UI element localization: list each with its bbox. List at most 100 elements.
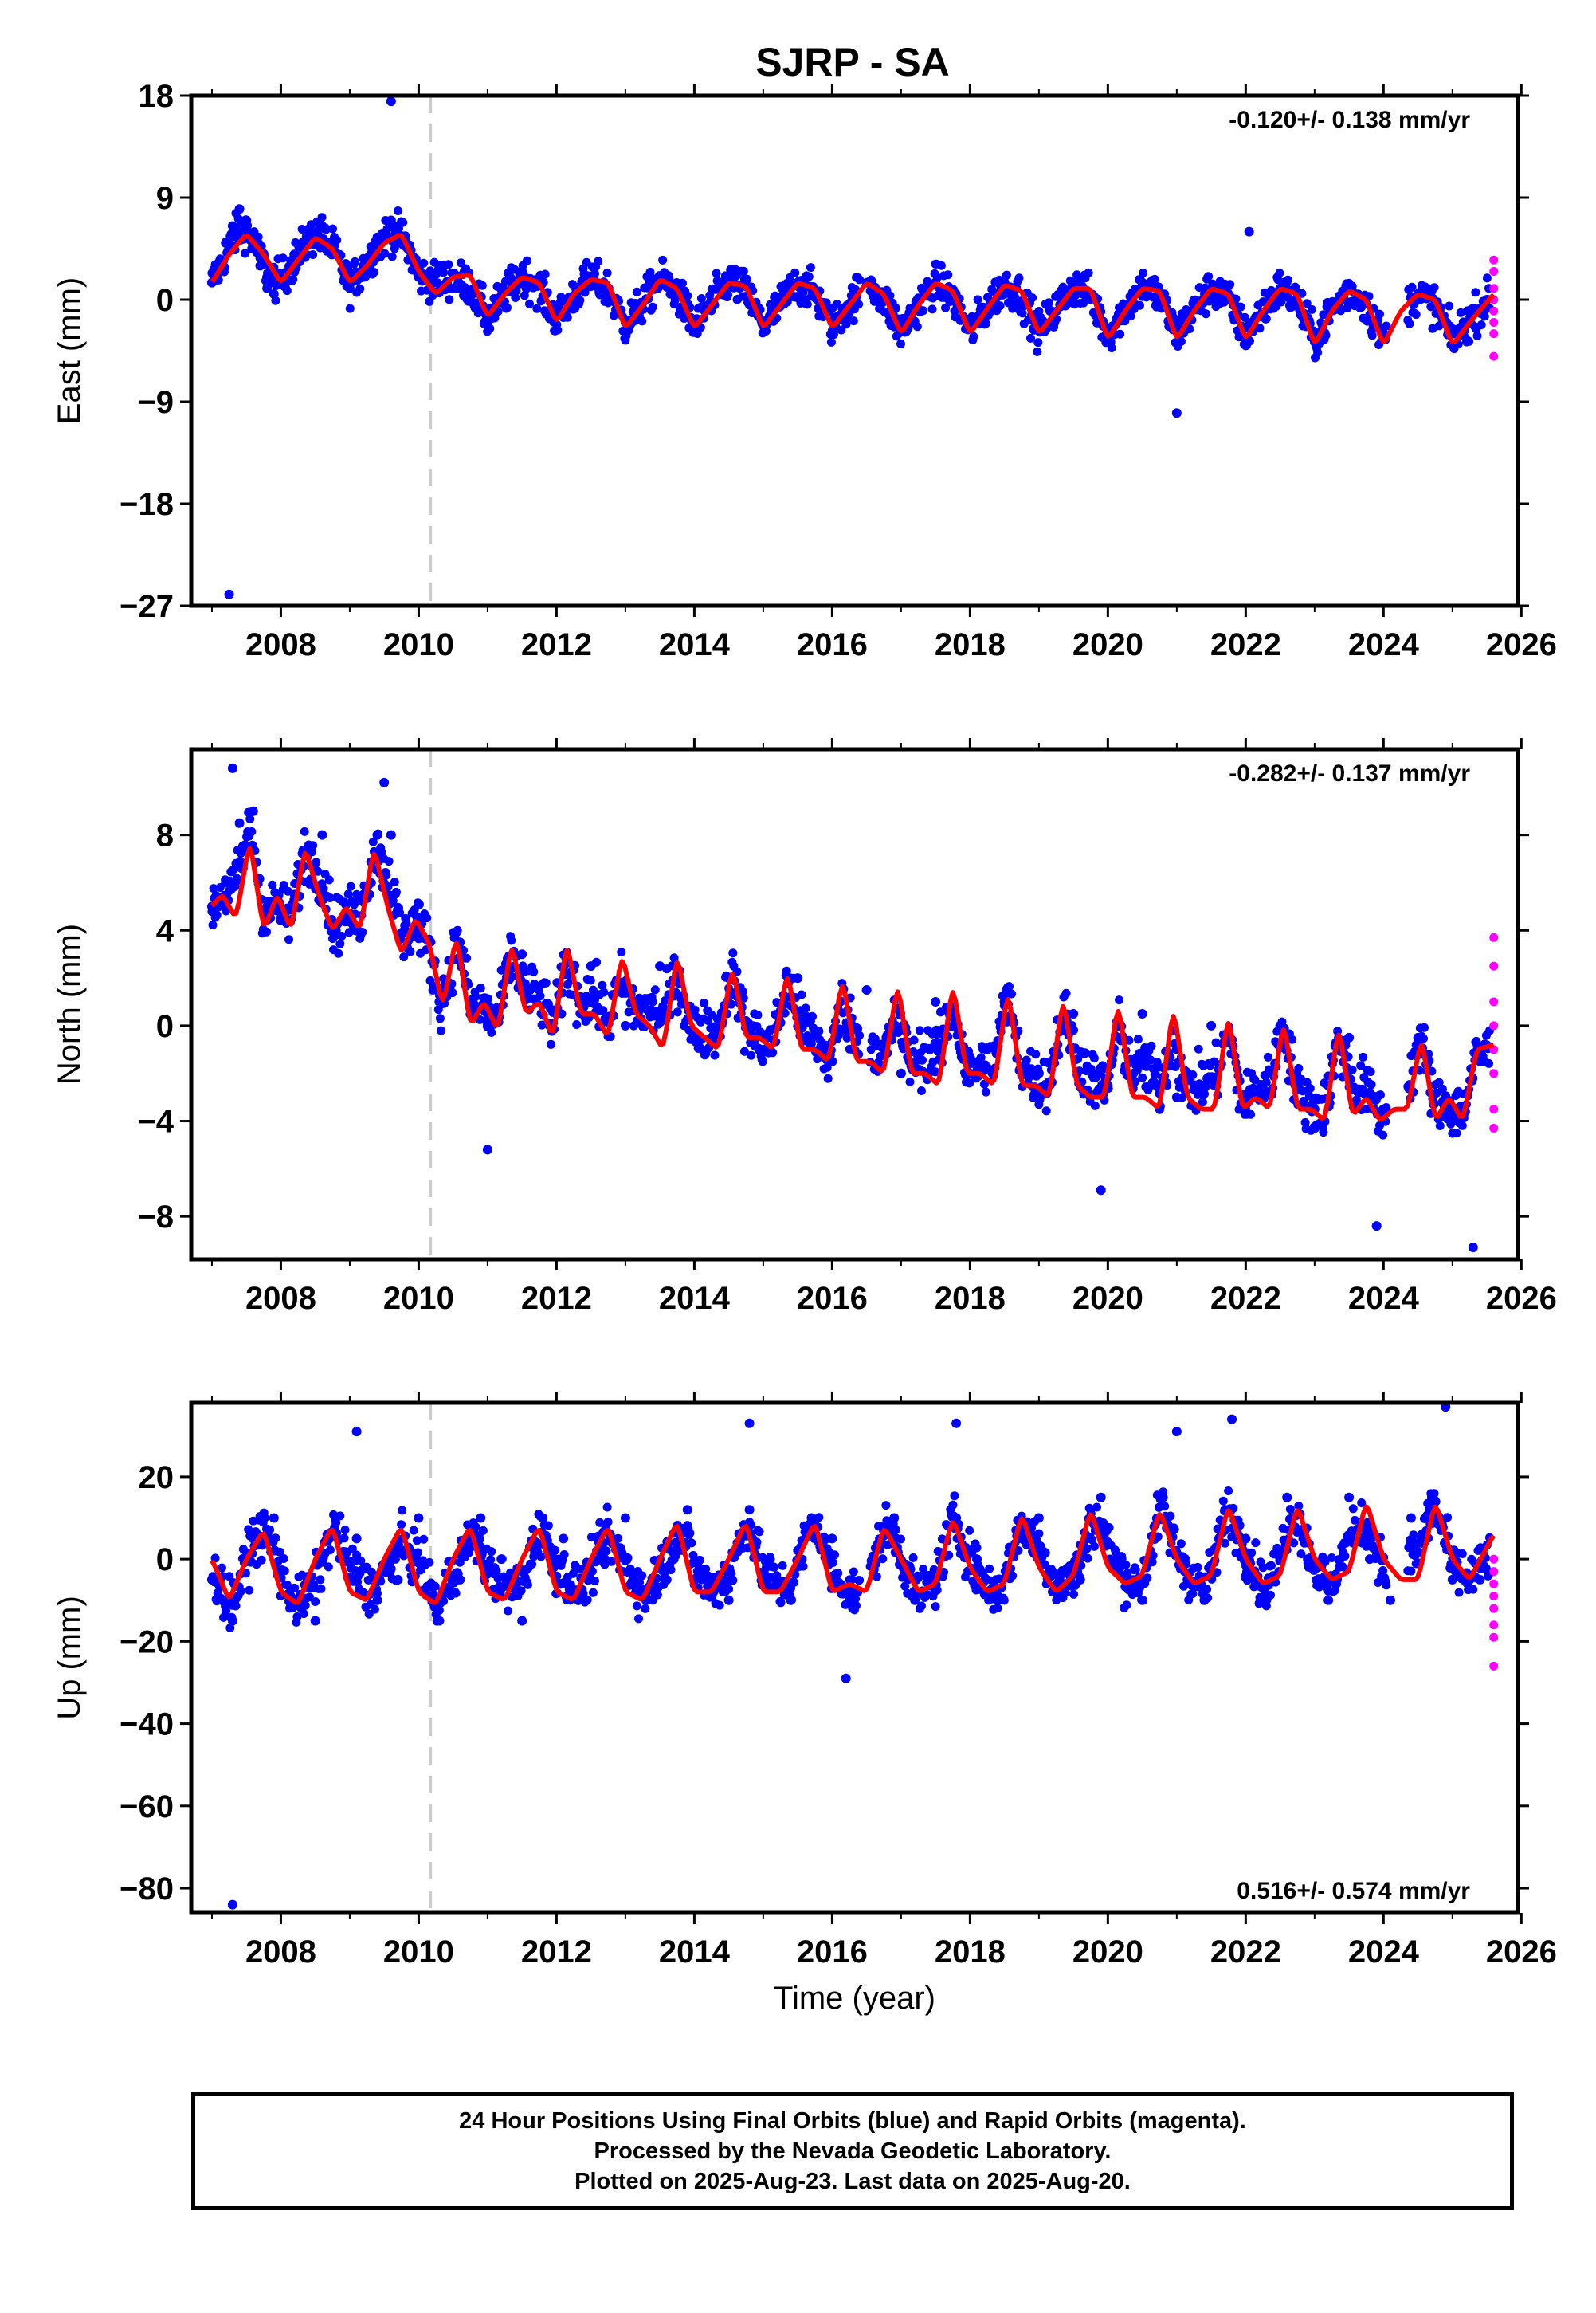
final-orbit-point bbox=[1313, 348, 1323, 357]
final-orbit-point bbox=[553, 325, 563, 335]
final-orbit-point bbox=[1236, 302, 1245, 312]
final-orbit-point bbox=[632, 1601, 641, 1611]
final-orbit-point bbox=[1185, 324, 1194, 334]
outlier-point bbox=[1171, 408, 1182, 418]
rapid-orbit-point bbox=[1489, 1632, 1499, 1642]
final-orbit-point bbox=[1469, 1585, 1478, 1594]
final-orbit-point bbox=[1135, 300, 1144, 310]
final-orbit-point bbox=[881, 1501, 891, 1510]
panel-north: 2008 2010 2012 2014 2016 2018 2020 2022 2024 2026… bbox=[52, 738, 1557, 1316]
final-orbit-point bbox=[437, 1026, 445, 1035]
final-orbit-point bbox=[648, 997, 657, 1007]
final-orbit-point bbox=[541, 978, 551, 988]
final-orbit-point bbox=[1276, 297, 1286, 307]
y-tick-label: −20 bbox=[120, 1624, 174, 1659]
final-orbit-point bbox=[1147, 1041, 1156, 1050]
final-orbit-point bbox=[419, 1534, 429, 1544]
final-orbit-point bbox=[931, 1602, 940, 1612]
final-orbit-point bbox=[793, 973, 803, 984]
final-orbit-point bbox=[361, 272, 371, 281]
final-orbit-point bbox=[891, 304, 900, 313]
final-orbit-point bbox=[1291, 282, 1300, 292]
final-orbit-point bbox=[855, 1031, 865, 1040]
panel-east: 2008 2010 2012 2014 2016 2018 2020 2022 2024 2026… bbox=[52, 79, 1557, 662]
rapid-orbit-point bbox=[1489, 1124, 1499, 1133]
final-orbit-point bbox=[685, 1529, 695, 1537]
final-orbit-point bbox=[1480, 312, 1489, 321]
final-orbit-point bbox=[538, 1513, 548, 1523]
final-orbit-point bbox=[1307, 304, 1316, 314]
final-orbit-point bbox=[248, 806, 258, 816]
final-orbit-point bbox=[981, 319, 990, 328]
rapid-orbit-point bbox=[1489, 1592, 1499, 1601]
x-tick-label: 2012 bbox=[521, 1281, 592, 1316]
final-orbit-point bbox=[345, 304, 355, 313]
final-orbit-point bbox=[1426, 1492, 1437, 1502]
velocity-annotation: 0.516+/- 0.574 mm/yr bbox=[1237, 1878, 1470, 1904]
final-orbit-point bbox=[806, 263, 815, 273]
final-orbit-point bbox=[1454, 1588, 1464, 1597]
final-orbit-point bbox=[1420, 1023, 1429, 1032]
final-orbit-point bbox=[1382, 1581, 1391, 1590]
final-orbit-point bbox=[848, 1604, 858, 1614]
final-orbit-point bbox=[512, 286, 521, 296]
final-orbit-point bbox=[827, 1533, 837, 1544]
x-tick-label: 2016 bbox=[797, 1281, 868, 1316]
final-orbit-point bbox=[504, 1606, 512, 1616]
x-tick-label: 2020 bbox=[1072, 1281, 1143, 1316]
final-orbit-point bbox=[1176, 1539, 1186, 1549]
final-orbit-point bbox=[710, 1050, 720, 1060]
final-orbit-point bbox=[1336, 306, 1346, 316]
outlier-point bbox=[1096, 1185, 1106, 1196]
final-orbit-point bbox=[715, 1600, 724, 1610]
final-orbit-point bbox=[1082, 1544, 1092, 1553]
outlier-point bbox=[744, 1418, 755, 1428]
final-orbit-point bbox=[208, 921, 218, 930]
final-orbit-point bbox=[829, 330, 838, 340]
final-orbit-point bbox=[1090, 1101, 1100, 1110]
y-tick-label: 0 bbox=[156, 1542, 174, 1577]
final-orbit-point bbox=[344, 283, 355, 293]
x-tick-label: 2018 bbox=[935, 1934, 1006, 1969]
final-orbit-point bbox=[257, 1555, 266, 1565]
final-orbit-point bbox=[490, 313, 500, 323]
final-orbit-point bbox=[658, 255, 668, 265]
final-orbit-point bbox=[1204, 272, 1214, 281]
final-orbit-point bbox=[1193, 1562, 1202, 1572]
final-orbit-point bbox=[398, 1506, 407, 1515]
outlier-point bbox=[482, 1145, 492, 1155]
x-tick-label: 2010 bbox=[383, 1281, 454, 1316]
y-tick-label: 18 bbox=[139, 79, 175, 114]
final-orbit-point bbox=[917, 1086, 926, 1095]
final-orbit-point bbox=[1034, 1529, 1044, 1538]
final-orbit-point bbox=[1137, 1595, 1147, 1605]
final-orbit-point bbox=[770, 1562, 779, 1572]
final-orbit-point bbox=[1044, 298, 1053, 308]
final-orbit-point bbox=[588, 1588, 598, 1597]
final-orbit-point bbox=[311, 1597, 320, 1606]
plot-frame-up bbox=[189, 1400, 1520, 1915]
y-tick-label: 4 bbox=[156, 913, 175, 948]
final-orbit-point bbox=[1069, 1589, 1078, 1599]
final-orbit-point bbox=[1323, 1595, 1334, 1605]
final-orbit-point bbox=[529, 967, 539, 976]
final-orbit-point bbox=[339, 1533, 349, 1543]
final-orbit-point bbox=[758, 1057, 767, 1066]
final-orbit-point bbox=[1347, 1065, 1357, 1074]
final-orbit-point bbox=[1261, 1078, 1271, 1087]
final-orbit-point bbox=[380, 249, 390, 258]
final-orbit-point bbox=[398, 218, 408, 227]
final-orbit-point bbox=[462, 953, 472, 963]
final-orbit-points bbox=[206, 1486, 1494, 1632]
final-orbit-point bbox=[1122, 1600, 1131, 1610]
final-orbit-point bbox=[316, 243, 325, 253]
final-orbit-point bbox=[1429, 283, 1439, 293]
outlier-point bbox=[1227, 1414, 1237, 1424]
final-orbit-point bbox=[332, 235, 342, 245]
final-orbit-point bbox=[723, 1595, 734, 1605]
final-orbit-point bbox=[351, 257, 359, 266]
final-orbit-point bbox=[1083, 1553, 1092, 1563]
final-orbit-point bbox=[414, 1513, 424, 1523]
final-orbit-point bbox=[419, 258, 429, 268]
final-orbit-point bbox=[1344, 1032, 1355, 1043]
